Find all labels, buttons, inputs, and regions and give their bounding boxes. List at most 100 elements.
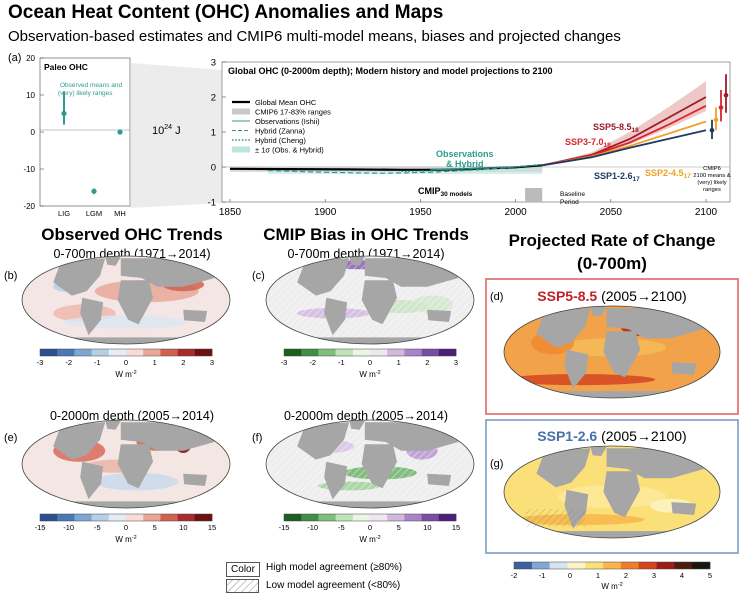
colorbar-tick-label: 0 xyxy=(124,523,128,532)
legend-low-agreement: Low model agreement (<80%) xyxy=(266,580,401,591)
colorbar-e: -15 -10 -5 0 5 10 15 W m-2 xyxy=(35,513,216,544)
page-title: Ocean Heat Content (OHC) Anomalies and M… xyxy=(8,2,444,23)
paleo-point-mh xyxy=(117,129,123,135)
projected-heading-1: Projected Rate of Change xyxy=(508,231,716,250)
colorbar-tick-label: -1 xyxy=(338,358,345,367)
paleo-ytick-label: 0 xyxy=(31,128,36,137)
main-ytick-label: 3 xyxy=(211,58,216,69)
land-mass xyxy=(105,420,121,430)
colorbar-unit: W m-2 xyxy=(359,535,380,544)
main-chart-title: Global OHC (0-2000m depth); Modern histo… xyxy=(228,66,553,76)
land-mass xyxy=(564,349,589,389)
land-mass xyxy=(53,422,106,460)
colorbar-g: -2 -1 0 1 2 3 4 5 W m-2 xyxy=(511,561,712,591)
main-ytick-label: -1 xyxy=(208,198,216,209)
land-mass xyxy=(427,473,452,486)
legend-item: CMIP6 17-83% ranges xyxy=(232,108,331,117)
top-figure: (a) Paleo OHC Observed means and (very) … xyxy=(8,52,731,219)
land-mass xyxy=(671,362,697,375)
observed-heading: Observed OHC Trends xyxy=(41,225,223,244)
series-ssp1-2-6 xyxy=(542,129,707,167)
map-g-hatch xyxy=(525,509,585,527)
observed-sub1: 0-700m depth (1971→2014) xyxy=(53,247,211,261)
colorbar-tick-label: -15 xyxy=(35,523,46,532)
observed-sub2: 0-2000m depth (2005→2014) xyxy=(49,409,214,423)
main-ytick-label: 2 xyxy=(211,93,216,104)
land-mass xyxy=(183,309,208,322)
land-mass xyxy=(427,309,452,322)
paleo-connector-shape xyxy=(130,63,222,208)
land-mass xyxy=(80,461,104,500)
colorbar-f: -15 -10 -5 0 5 10 15 W m-2 xyxy=(279,513,460,544)
main-xtick-label: 2050 xyxy=(600,207,623,218)
end-mean-ssp3-7.0 xyxy=(718,105,724,110)
colorbar-tick-label: -15 xyxy=(279,523,290,532)
colorbar-tick-label: 10 xyxy=(423,523,431,532)
paleo-xtick-label: MH xyxy=(114,209,126,218)
scenario-labels: SSP5-8.518 SSP3-7.018 SSP2-4.517 SSP1-2.617 xyxy=(565,122,691,183)
land-mass xyxy=(117,444,153,489)
legend-label: Hybrid (Zanna) xyxy=(255,127,306,136)
land-mass xyxy=(349,420,365,430)
main-lines xyxy=(229,96,707,174)
scenario-label-ssp3-7.0: SSP3-7.018 xyxy=(565,137,611,149)
colorbar-tick-label: 0 xyxy=(368,358,372,367)
colorbar-unit: W m-2 xyxy=(115,535,136,544)
land-mass xyxy=(361,444,397,489)
colorbar-tick-label: 0 xyxy=(124,358,128,367)
map-b xyxy=(21,255,231,345)
bias-heading: CMIP Bias in OHC Trends xyxy=(263,225,469,244)
colorbar-tick-label: 15 xyxy=(208,523,216,532)
colorbar-tick-label: 4 xyxy=(680,571,684,580)
colorbar-tick-label: 15 xyxy=(452,523,460,532)
baseline-period-bar xyxy=(525,188,543,202)
main-xtick-label: 2100 xyxy=(695,207,718,218)
legend-color-box: Color xyxy=(226,562,260,577)
colorbar-tick-label: -10 xyxy=(63,523,74,532)
paleo-ytick-label: 20 xyxy=(26,54,35,63)
map-outline xyxy=(265,255,475,345)
legend-label: CMIP6 17-83% ranges xyxy=(255,108,331,117)
panel-label-f: (f) xyxy=(252,432,263,444)
colorbar-tick-label: 2 xyxy=(425,358,429,367)
land-mass xyxy=(603,471,641,518)
paleo-y-axis: 20 10 0 -10 -20 xyxy=(23,54,44,211)
colorbar-tick-label: 5 xyxy=(153,523,157,532)
paleo-legend-line1: Observed means and xyxy=(60,82,123,89)
colorbar-tick-label: -10 xyxy=(307,523,318,532)
main-ytick-label: 1 xyxy=(211,128,216,139)
land-mass xyxy=(590,306,607,317)
obs-hybrid-label-1: Observations xyxy=(436,149,494,159)
end-mean-ssp5-8.5 xyxy=(723,92,729,98)
paleo-panel: Paleo OHC Observed means and (very) like… xyxy=(23,54,131,218)
scenario-label-ssp2-4.5: SSP2-4.517 xyxy=(645,168,691,180)
main-xtick-label: 1950 xyxy=(409,207,432,218)
paleo-unit-label: 1024 J xyxy=(152,124,181,137)
colorbar-tick-label: -5 xyxy=(338,523,345,532)
colorbar-tick-label: 2 xyxy=(181,358,185,367)
panel-label-c: (c) xyxy=(252,270,265,282)
scenario-label-ssp1-2.6: SSP1-2.617 xyxy=(594,171,640,183)
paleo-ytick-label: -20 xyxy=(23,202,35,211)
colorbar-tick-label: -3 xyxy=(37,358,44,367)
colorbar-tick-label: -2 xyxy=(65,358,72,367)
land-mass xyxy=(349,256,365,266)
map-outline xyxy=(503,445,721,539)
cmip6-note-line: (very) likely xyxy=(697,180,726,186)
paleo-point-lgm xyxy=(91,188,97,194)
paleo-x-axis: LIG LGM MH xyxy=(58,209,126,218)
ohc-main-chart: 3 2 1 0 -1 1850 1900 1950 2000 2050 2100 Global O… xyxy=(208,58,731,219)
land-mass xyxy=(590,446,607,457)
paleo-point-lig xyxy=(61,110,67,117)
colorbar-tick-label: 5 xyxy=(397,523,401,532)
page-subtitle: Observation-based estimates and CMIP6 mu… xyxy=(8,28,621,45)
panel-label-a: (a) xyxy=(8,52,21,64)
colorbar-tick-label: 10 xyxy=(179,523,187,532)
map-e xyxy=(21,419,231,509)
baseline-label-2: Period xyxy=(560,199,579,206)
colorbar-tick-label: 3 xyxy=(454,358,458,367)
colorbar-tick-label: 3 xyxy=(652,571,656,580)
colorbar-tick-label: -2 xyxy=(309,358,316,367)
